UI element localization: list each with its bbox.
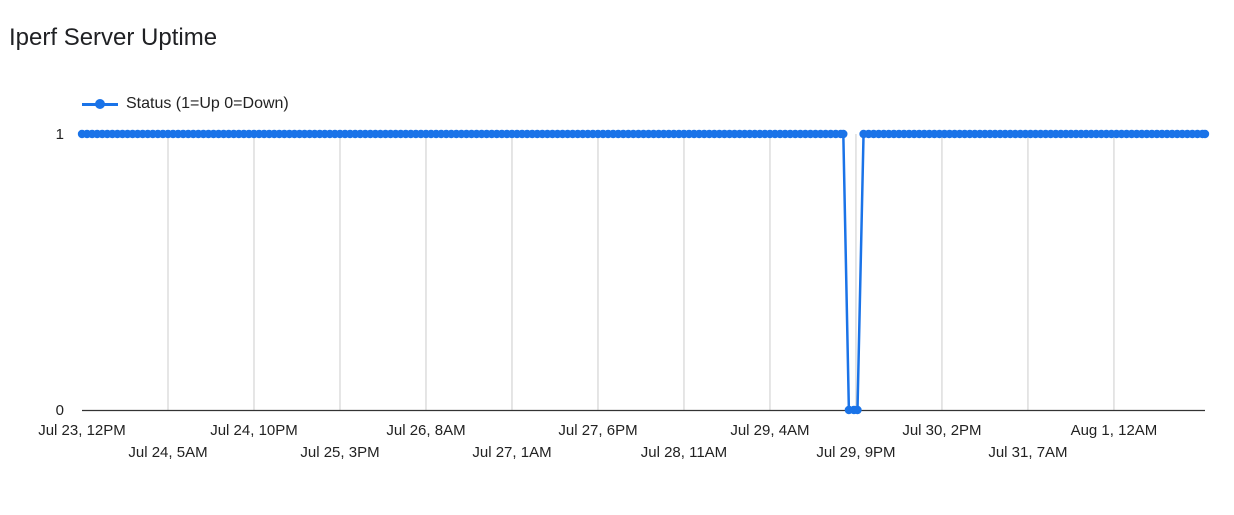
x-tick-label-7: Jul 28, 11AM	[641, 444, 727, 461]
y-tick-label-1: 0	[56, 402, 64, 419]
data-point-154	[853, 405, 862, 415]
x-tick-label-12: Aug 1, 12AM	[1071, 422, 1158, 439]
x-tick-label-9: Jul 29, 9PM	[816, 444, 895, 461]
series-line	[82, 132, 1205, 412]
x-tick-label-6: Jul 27, 6PM	[558, 422, 637, 439]
x-tick-label-11: Jul 31, 7AM	[988, 444, 1067, 461]
x-tick-label-4: Jul 26, 8AM	[386, 422, 465, 439]
x-tick-label-2: Jul 24, 10PM	[210, 422, 298, 439]
legend-swatch	[82, 94, 118, 114]
y-tick-label-0: 1	[56, 126, 64, 143]
x-tick-label-8: Jul 29, 4AM	[730, 422, 809, 439]
x-tick-label-0: Jul 23, 12PM	[38, 422, 126, 439]
x-tick-label-1: Jul 24, 5AM	[128, 444, 207, 461]
x-tick-label-5: Jul 27, 1AM	[472, 444, 551, 461]
chart-title: Iperf Server Uptime	[9, 24, 218, 51]
x-tick-label-3: Jul 25, 3PM	[300, 444, 379, 461]
data-point-223	[1200, 129, 1210, 139]
legend-label: Status (1=Up 0=Down)	[126, 95, 289, 112]
x-tick-label-10: Jul 30, 2PM	[902, 422, 981, 439]
data-point-151	[839, 129, 848, 139]
legend[interactable]: Status (1=Up 0=Down)	[82, 93, 289, 115]
